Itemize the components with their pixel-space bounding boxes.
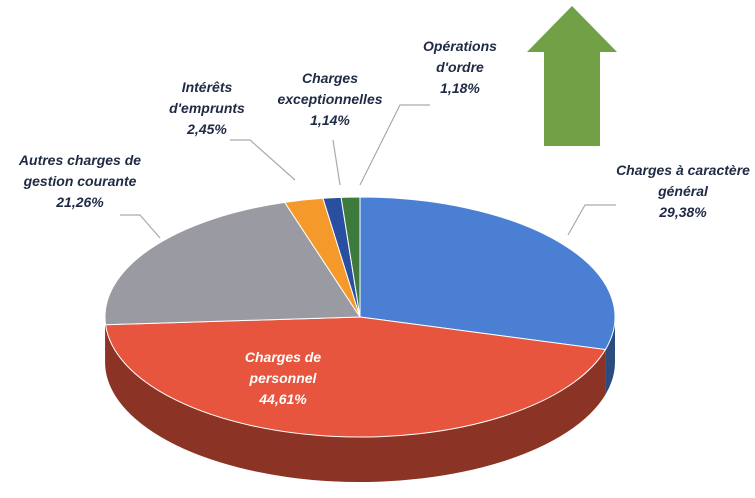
slice bbox=[340, 196, 361, 318]
slice-top bbox=[340, 196, 361, 318]
category-label: Charges à caractère général bbox=[616, 162, 750, 199]
pie-sides bbox=[105, 317, 615, 482]
value-label: 2,45% bbox=[187, 121, 227, 137]
value-label: 44,61% bbox=[259, 391, 307, 407]
leader-line bbox=[230, 139, 296, 181]
slice-side bbox=[105, 317, 106, 370]
category-label: Charges exceptionnelles bbox=[277, 70, 383, 107]
pie bbox=[104, 196, 616, 482]
category-label: Charges de personnel bbox=[244, 349, 322, 386]
slice-top bbox=[359, 196, 616, 351]
leader-line bbox=[567, 204, 616, 236]
leader-line bbox=[359, 104, 430, 186]
slice-label: Intérêts d'emprunts 2,45% bbox=[157, 77, 257, 140]
category-label: Intérêts d'emprunts bbox=[169, 79, 245, 116]
slice-top bbox=[104, 316, 607, 438]
value-label: 29,38% bbox=[659, 204, 707, 220]
leader-line bbox=[120, 214, 161, 239]
category-label: Autres charges de gestion courante bbox=[18, 152, 142, 189]
slice-label: Opérations d'ordre 1,18% bbox=[410, 36, 510, 99]
slice bbox=[104, 316, 607, 438]
value-label: 1,18% bbox=[440, 80, 480, 96]
slice-label: Charges à caractère général 29,38% bbox=[613, 160, 753, 223]
slice-label: Charges exceptionnelles 1,14% bbox=[270, 68, 390, 131]
leader-lines bbox=[120, 104, 616, 239]
slice bbox=[104, 201, 361, 326]
pie-tops bbox=[104, 196, 616, 438]
value-label: 1,14% bbox=[310, 112, 350, 128]
slice-side bbox=[105, 324, 606, 482]
slice-top bbox=[104, 201, 361, 326]
slice-label: Autres charges de gestion courante 21,26% bbox=[0, 150, 160, 213]
slice bbox=[359, 196, 616, 351]
slice-side bbox=[605, 317, 615, 395]
category-label: Opérations d'ordre bbox=[423, 38, 497, 75]
value-label: 21,26% bbox=[56, 194, 104, 210]
up-arrow bbox=[527, 6, 617, 146]
leader-line bbox=[332, 139, 341, 186]
slice-label: Charges de personnel 44,61% bbox=[218, 347, 348, 410]
